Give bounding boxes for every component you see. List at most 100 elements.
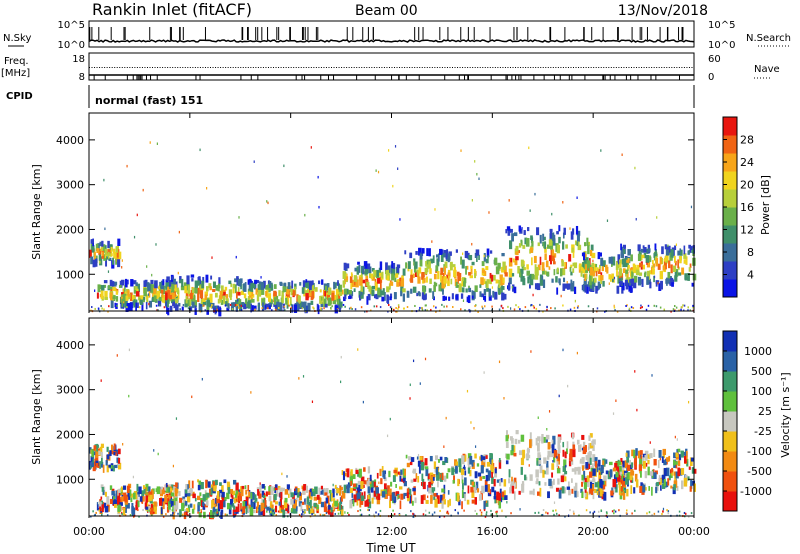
echo-cell	[564, 515, 566, 518]
echo-cell	[642, 264, 646, 270]
echo-cell	[392, 509, 394, 512]
echo-cell	[314, 514, 316, 517]
echo-cell	[659, 457, 661, 461]
echo-cell	[379, 306, 382, 309]
echo-cell	[172, 464, 175, 468]
echo-cell	[120, 292, 124, 296]
echo-cell	[155, 304, 158, 307]
echo-cell	[212, 288, 216, 293]
echo-cell	[257, 289, 262, 297]
echo-cell	[95, 448, 99, 458]
echo-cell	[532, 293, 534, 297]
echo-cell	[272, 513, 274, 516]
echo-cell	[590, 244, 594, 251]
echo-cell	[419, 456, 423, 461]
echo-cell	[243, 293, 247, 299]
echo-cell	[598, 275, 601, 282]
echo-cell	[530, 350, 532, 353]
echo-cell	[683, 253, 687, 259]
echo-cell	[153, 501, 157, 511]
echo-cell	[360, 497, 364, 505]
nave-dot	[396, 67, 398, 68]
echo-cell	[518, 243, 522, 248]
echo-cell	[630, 306, 633, 309]
nave-dot	[446, 67, 448, 68]
noise-panel: N.Sky 10^5 10^0 10^5 10^0 N.Search	[3, 20, 791, 51]
echo-cell	[365, 499, 370, 507]
echo-cell	[621, 479, 626, 486]
echo-cell	[530, 237, 534, 244]
echo-cell	[235, 299, 239, 308]
echo-cell	[124, 299, 127, 308]
echo-cell	[442, 460, 446, 466]
echo-cell	[440, 273, 442, 282]
echo-cell	[367, 478, 371, 483]
echo-cell	[110, 292, 113, 301]
echo-cell	[541, 513, 544, 516]
echo-cell	[366, 296, 369, 305]
echo-cell	[690, 246, 693, 251]
echo-cell	[331, 503, 335, 508]
echo-cell	[584, 489, 587, 493]
echo-cell	[558, 489, 562, 499]
echo-cell	[425, 304, 427, 307]
echo-cell	[644, 487, 647, 491]
nave-dot	[457, 67, 459, 68]
echo-cell	[210, 306, 212, 309]
nave-dot	[509, 67, 511, 68]
nave-dot	[537, 67, 539, 68]
nave-dot	[300, 67, 302, 68]
echo-cell	[274, 304, 278, 310]
echo-cell	[680, 467, 685, 475]
echo-cell	[426, 264, 429, 273]
echo-cell	[634, 275, 638, 283]
nave-dot	[578, 67, 580, 68]
echo-cell	[563, 459, 567, 467]
echo-cell	[288, 493, 290, 498]
echo-cell	[643, 272, 647, 278]
echo-cell	[602, 484, 606, 490]
echo-cell	[117, 238, 121, 247]
echo-cell	[394, 145, 397, 148]
echo-cell	[266, 303, 270, 309]
echo-cell	[592, 259, 594, 263]
echo-cell	[443, 252, 446, 258]
echo-cell	[339, 485, 342, 493]
echo-cell	[428, 511, 431, 514]
echo-cell	[275, 514, 278, 517]
echo-cell	[414, 304, 416, 307]
echo-cell	[292, 503, 297, 509]
echo-cell	[238, 306, 240, 309]
echo-cell	[373, 513, 375, 516]
cpid-text: normal (fast) 151	[95, 94, 203, 107]
echo-cell	[534, 271, 539, 280]
echo-cell	[200, 298, 204, 307]
echo-cell	[633, 487, 636, 494]
echo-cell	[454, 509, 457, 512]
x-tick-label: 08:00	[275, 525, 307, 538]
echo-cell	[471, 290, 474, 294]
echo-cell	[514, 260, 518, 265]
echo-cell	[421, 309, 424, 312]
echo-cell	[231, 308, 234, 311]
nave-dot	[119, 67, 121, 68]
echo-cell	[479, 476, 483, 481]
colorbar-tick-label: 8	[747, 246, 754, 259]
echo-cell	[446, 274, 450, 279]
nave-dot	[149, 67, 151, 68]
echo-cell	[419, 253, 423, 260]
echo-cell	[329, 489, 332, 494]
echo-cell	[451, 467, 455, 476]
echo-cell	[229, 504, 232, 510]
echo-cell	[182, 304, 185, 307]
echo-cell	[553, 253, 557, 258]
echo-cell	[169, 488, 173, 492]
echo-cell	[319, 289, 322, 293]
echo-cell	[253, 160, 255, 163]
nave-dot	[96, 67, 98, 68]
echo-cell	[553, 501, 556, 504]
echo-cell	[110, 253, 113, 257]
echo-cell	[205, 500, 209, 506]
echo-cell	[185, 295, 188, 304]
echo-cell	[412, 512, 414, 515]
